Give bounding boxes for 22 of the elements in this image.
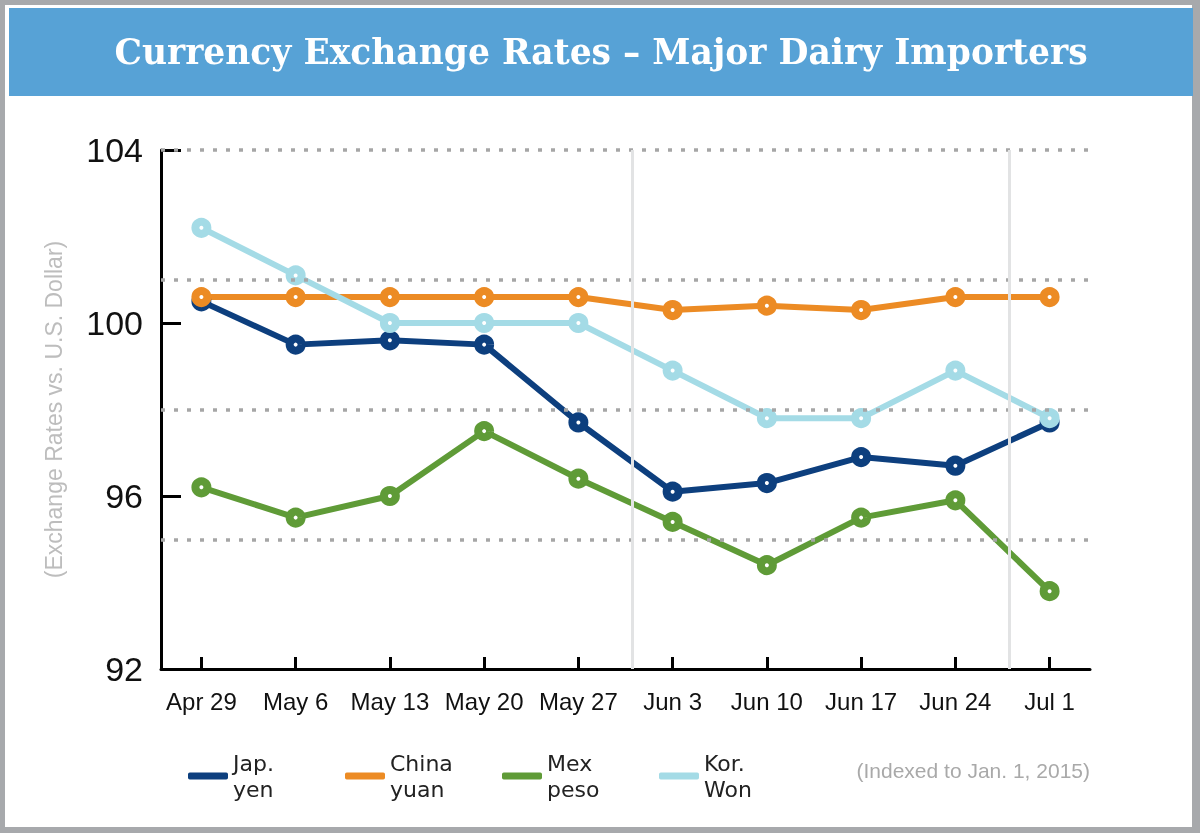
y-tick-label: 96 <box>105 477 143 515</box>
x-tick-label: Jun 24 <box>919 687 992 715</box>
x-tick-label: May 6 <box>262 687 329 715</box>
x-tick-label: Jul 1 <box>1024 687 1075 715</box>
text: (Indexed to Jan. 1, 2015) <box>856 759 1090 782</box>
legend-label: Jap. yen <box>231 750 281 802</box>
x-tick-label: Jun 3 <box>643 687 702 715</box>
legend-label: Mex peso <box>547 750 600 802</box>
y-tick-label: 100 <box>86 304 143 342</box>
title-banner: Currency Exchange Rates – Major Dairy Importers <box>9 8 1193 96</box>
legend-label: Kor. Won <box>704 750 752 802</box>
x-tick-label: May 27 <box>539 687 618 715</box>
y-axis-title: (Exchange Rates vs. U.S. Dollar) <box>40 240 67 579</box>
x-tick-label: May 20 <box>444 687 524 715</box>
chart-title: Currency Exchange Rates – Major Dairy Importers <box>114 32 1088 72</box>
x-tick-label: Jun 10 <box>730 687 803 715</box>
y-tick-label: 104 <box>86 131 143 169</box>
legend-label: China yuan <box>390 750 460 802</box>
x-tick-label: Jun 17 <box>825 687 898 715</box>
x-tick-label: Apr 29 <box>166 687 237 715</box>
x-tick-label: May 13 <box>350 687 430 715</box>
y-tick-label: 92 <box>105 650 143 688</box>
